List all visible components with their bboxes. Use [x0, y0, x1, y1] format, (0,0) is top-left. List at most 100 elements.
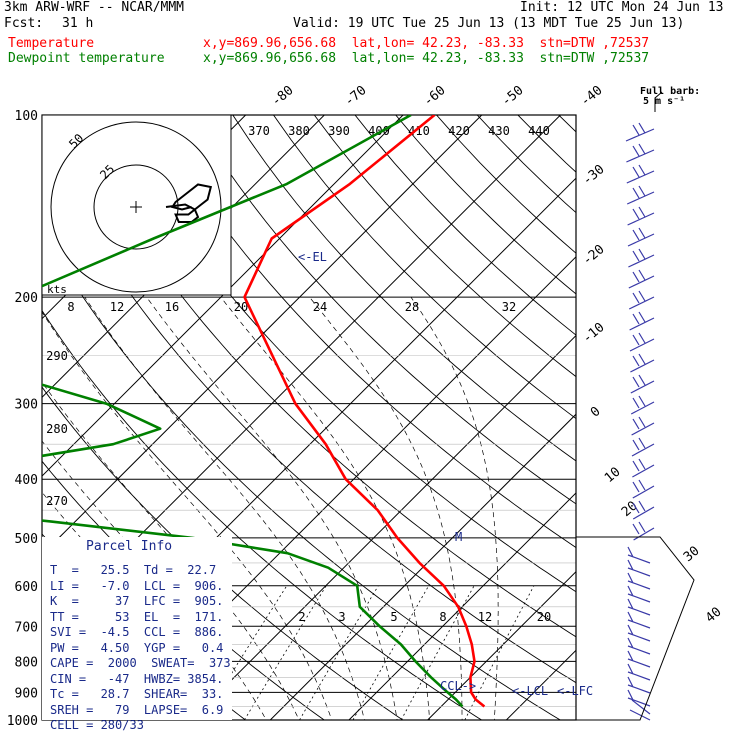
dry-adiabat-line	[69, 115, 576, 638]
wind-barb	[627, 598, 651, 616]
potential-temperature-label: 390	[328, 124, 350, 138]
wind-barb	[626, 164, 655, 184]
hodograph-speed-label: 32	[502, 300, 516, 314]
plot-frame	[41, 114, 577, 721]
hodograph-unit-label: kts	[47, 283, 67, 296]
isotherm-line	[269, 413, 576, 720]
mixing-ratio-label: 20	[537, 610, 551, 624]
pressure-tick-label: 200	[15, 291, 38, 306]
moist-adiabat-line	[42, 381, 300, 720]
wind-barb	[627, 676, 651, 694]
model-title: 3km ARW-WRF -- NCAR/MMM	[4, 0, 185, 15]
hodograph-ring	[93, 164, 179, 250]
pressure-tick-label: 600	[15, 580, 38, 595]
isotherm-line	[427, 570, 576, 720]
wind-barb	[632, 500, 655, 520]
wind-barb	[630, 353, 655, 373]
pressure-tick-label: 500	[15, 532, 38, 547]
wind-barb	[627, 585, 651, 603]
wind-barb	[626, 185, 655, 205]
moist-adiabat-line	[309, 296, 463, 720]
mixing-ratio-label: 2	[298, 610, 305, 624]
parcel-info-row: PW = 4.50 YGP = 0.4	[50, 640, 224, 655]
mixing-ratio-label: 5	[390, 610, 397, 624]
barb-legend-sample	[654, 91, 663, 112]
isotherm-line	[191, 334, 576, 720]
isotherm-line	[42, 115, 483, 556]
potential-temperature-label: 370	[248, 124, 270, 138]
valid-time: Valid: 19 UTC Tue 25 Jun 13 (13 MDT Tue …	[293, 16, 685, 31]
hodograph-speed-label: 24	[313, 300, 327, 314]
wind-barb	[627, 624, 651, 642]
wind-barb	[630, 395, 655, 415]
dry-adiabat-line	[0, 115, 23, 733]
isotherm-label: -30	[580, 162, 608, 189]
isotherm-label: -40	[578, 83, 606, 110]
isotherm-label: -50	[499, 83, 527, 110]
dry-adiabat-line	[150, 115, 576, 549]
isotherm-line	[0, 115, 10, 720]
wind-barb	[631, 437, 655, 457]
lfc-annotation: <-LFC	[557, 684, 593, 698]
mixing-ratio-label: 12	[478, 610, 492, 624]
barb-legend-title: Full barb:	[640, 86, 700, 97]
hodograph-ring	[50, 121, 222, 293]
mixing-ratio-line	[352, 585, 430, 720]
temperature-profile	[243, 115, 486, 708]
el-annotation: <-EL	[298, 250, 327, 264]
pressure-tick-label: 900	[15, 686, 38, 701]
isotherm-line	[348, 492, 576, 720]
potential-temperature-label: 440	[528, 124, 550, 138]
mixing-ratio-label: 3	[338, 610, 345, 624]
isotherm-label: -60	[421, 83, 449, 110]
parcel-info-row: SREH = 79 LAPSE= 6.9	[50, 702, 224, 717]
dewpoint-location: x,y=869.96,656.68 lat,lon= 42.23, -83.33…	[203, 51, 650, 66]
dry-adiabat-line	[232, 115, 576, 462]
isotherm-line	[585, 115, 740, 720]
wind-barb	[630, 374, 655, 394]
parcel-info-row: T = 25.5 Td = 22.7	[50, 563, 217, 577]
pressure-tick-label: 100	[15, 109, 38, 124]
hodograph-trace	[165, 183, 213, 223]
wind-barb	[629, 699, 651, 721]
wind-barb	[629, 311, 655, 331]
temperature-location: x,y=869.96,656.68 lat,lon= 42.23, -83.33…	[203, 36, 650, 51]
hodograph-speed-label: 8	[67, 300, 74, 314]
dry-adiabat-line	[599, 115, 740, 733]
isotherm-label: 30	[681, 544, 703, 566]
moist-adiabat-line	[410, 296, 499, 720]
pressure-tick-label: 700	[15, 620, 38, 635]
wind-barb	[627, 663, 651, 681]
ccl-annotation: CCL->	[440, 679, 476, 693]
isotherm-label: -70	[342, 83, 370, 110]
pressure-tick-label: 800	[15, 655, 38, 670]
potential-temperature-label: 290	[46, 349, 68, 363]
forecast-label: Fcst:	[4, 16, 44, 31]
dry-adiabat-line	[640, 115, 740, 733]
wind-barb	[628, 290, 655, 310]
parcel-info-panel: Parcel Info T = 25.5 Td = 22.7 LI = -7.0 …	[42, 537, 232, 732]
hodograph-speed-label: 28	[405, 300, 419, 314]
dry-adiabat-line	[42, 309, 483, 720]
wind-barb	[627, 650, 651, 668]
isotherm-label: 0	[588, 404, 604, 421]
pressure-tick-label: 400	[15, 473, 38, 488]
barb-panel-outline	[576, 536, 695, 721]
wind-barb	[627, 611, 651, 629]
dry-adiabat-line	[110, 115, 576, 593]
moist-adiabat-line	[146, 296, 398, 720]
isotherm-label: -10	[580, 320, 608, 347]
forecast-hour: 31 h	[62, 16, 94, 31]
temperature-legend: Temperature	[8, 36, 95, 51]
hodograph-speed-label: 20	[234, 300, 248, 314]
isotherm-label: -80	[269, 83, 297, 110]
parcel-info-row: Tc = 28.7 SHEAR= 33.	[50, 687, 224, 701]
moist-adiabat-line	[84, 296, 365, 720]
wind-barb	[627, 206, 655, 226]
isotherm-label: 10	[602, 465, 624, 487]
hodograph-speed-label: 12	[110, 300, 124, 314]
mixing-ratio-line	[299, 585, 379, 720]
dry-adiabat-line	[313, 115, 576, 378]
wind-barb	[632, 521, 655, 541]
